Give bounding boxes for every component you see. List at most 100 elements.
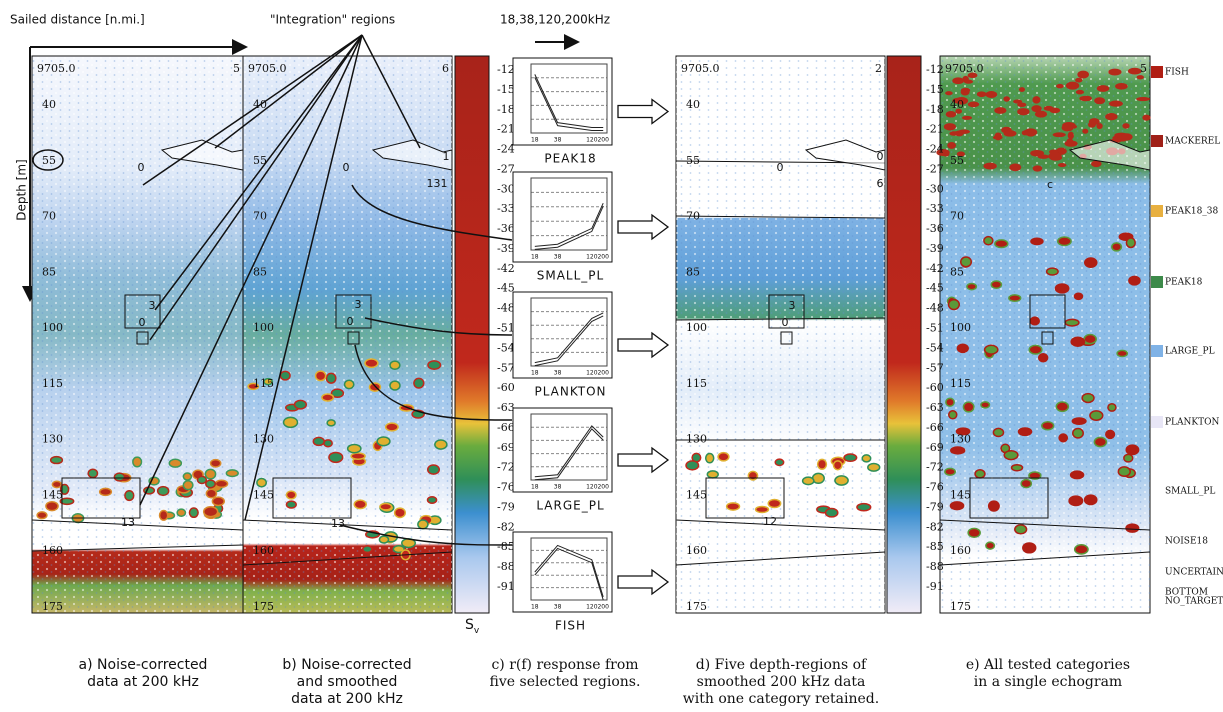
hollow-arrow <box>618 448 668 472</box>
echo-blob <box>37 512 47 519</box>
echo-blob <box>1066 138 1073 146</box>
echo-blob <box>857 504 871 511</box>
echo-blob <box>354 500 366 509</box>
colorbar-tick-label: -27 <box>497 162 515 175</box>
panel-caption: b) Noise-corrected <box>282 657 411 673</box>
echo-blob <box>322 394 334 401</box>
depth-label: 100 <box>686 321 707 334</box>
echo-blob <box>418 520 428 529</box>
echo-blob <box>365 359 378 367</box>
echo-blob <box>958 129 970 133</box>
echo-blob <box>226 470 238 477</box>
legend-label: NO_TARGET <box>1165 597 1223 607</box>
colorbar-tick-label: -63 <box>497 401 515 414</box>
echo-blob <box>1074 293 1082 299</box>
echo-blob <box>160 511 168 521</box>
echo-blob <box>363 546 372 553</box>
echo-blob <box>947 142 956 149</box>
echo-blob <box>284 417 298 427</box>
depth-label: 100 <box>42 321 63 334</box>
echo-blob <box>1065 319 1079 326</box>
echo-blob <box>686 461 699 470</box>
echo-blob <box>125 491 134 501</box>
colorbar-tick-label: -30 <box>497 182 515 195</box>
echo-blob <box>46 502 58 511</box>
depth-label: 160 <box>686 544 707 557</box>
echo-blob <box>158 487 169 496</box>
echo-blob <box>1012 465 1023 471</box>
legend-label: LARGE_PL <box>1165 347 1215 357</box>
depth-label: 130 <box>686 433 707 446</box>
colorbar-tick-label: -72 <box>926 461 944 474</box>
region-label: 13 <box>331 517 345 530</box>
echo-blob <box>1075 78 1082 83</box>
region-label: c <box>1047 178 1053 191</box>
echo-blob <box>963 402 973 412</box>
echo-blob <box>327 420 335 426</box>
region-label: 0 <box>138 161 145 174</box>
echo-blob <box>1124 454 1133 462</box>
echo-blob <box>1117 350 1127 356</box>
echo-blob <box>951 447 965 454</box>
echo-blob <box>977 91 987 97</box>
echo-blob <box>994 132 1001 140</box>
echo-blob <box>316 371 326 381</box>
integration-regions-label: "Integration" regions <box>270 13 395 27</box>
colorbar-unit: Sv <box>465 617 480 636</box>
depth-label: 115 <box>686 377 707 390</box>
echo-blob <box>707 471 718 478</box>
echo-blob <box>968 528 980 537</box>
echo-blob <box>946 398 954 406</box>
echo-blob <box>1009 163 1021 171</box>
rf-freq-tick: 38 <box>554 604 562 611</box>
colorbar-tick-label: -12 <box>926 63 944 76</box>
legend-label: PLANKTON <box>1165 418 1220 428</box>
depth-label: 115 <box>42 377 63 390</box>
echo-blob <box>949 131 958 136</box>
colorbar-tick-label: -18 <box>926 103 944 116</box>
echo-blob <box>1077 71 1089 79</box>
echo-blob <box>206 480 215 488</box>
colorbar-tick-label: -69 <box>926 441 944 454</box>
colorbar-tick-label: -24 <box>926 143 944 156</box>
region-label: 13 <box>121 516 135 529</box>
echo-blob <box>775 459 783 465</box>
rf-freq-tick: 200 <box>597 254 609 261</box>
echo-blob <box>313 437 324 445</box>
echo-blob <box>1085 495 1097 504</box>
region-label: 3 <box>149 299 156 312</box>
echo-blob <box>1109 101 1123 107</box>
rf-plot-label: LARGE_PL <box>536 499 604 513</box>
echo-blob <box>862 455 870 462</box>
echo-blob <box>386 423 398 431</box>
legend-label: PEAK18 <box>1165 278 1203 288</box>
depth-label: 175 <box>686 600 707 613</box>
panel-caption: a) Noise-corrected <box>79 657 208 673</box>
echo-blob <box>1129 276 1140 285</box>
region-label: 3 <box>355 298 362 311</box>
echo-blob <box>1126 238 1135 247</box>
colorbar-tick-label: -45 <box>926 282 944 295</box>
echo-blob <box>1137 75 1144 79</box>
echo-blob <box>206 489 216 497</box>
colorbar-tick-label: -30 <box>926 182 944 195</box>
echo-blob <box>1072 418 1086 424</box>
distance-end: 5 <box>233 62 240 75</box>
legend-label: SMALL_PL <box>1165 487 1215 497</box>
echo-blob <box>211 460 221 467</box>
echo-blob <box>1013 100 1022 104</box>
distance-end: 2 <box>875 62 882 75</box>
echo-blob <box>803 477 814 485</box>
rf-freq-tick: 120 <box>586 484 598 491</box>
echo-blob <box>52 481 61 487</box>
figure: Sailed distance [n.mi.] "Integration" re… <box>0 0 1223 712</box>
echo-blob <box>1049 108 1060 114</box>
colorbar-tick-label: -63 <box>926 401 944 414</box>
echo-blob <box>826 509 838 517</box>
colorbar-tick-label: -79 <box>497 500 515 513</box>
echo-blob <box>1018 428 1031 435</box>
depth-label: 175 <box>42 600 63 613</box>
echo-blob <box>945 91 953 95</box>
depth-label: 85 <box>950 265 964 278</box>
echogram-panel: 405570851001151301451601759705.0503013 <box>32 56 243 613</box>
